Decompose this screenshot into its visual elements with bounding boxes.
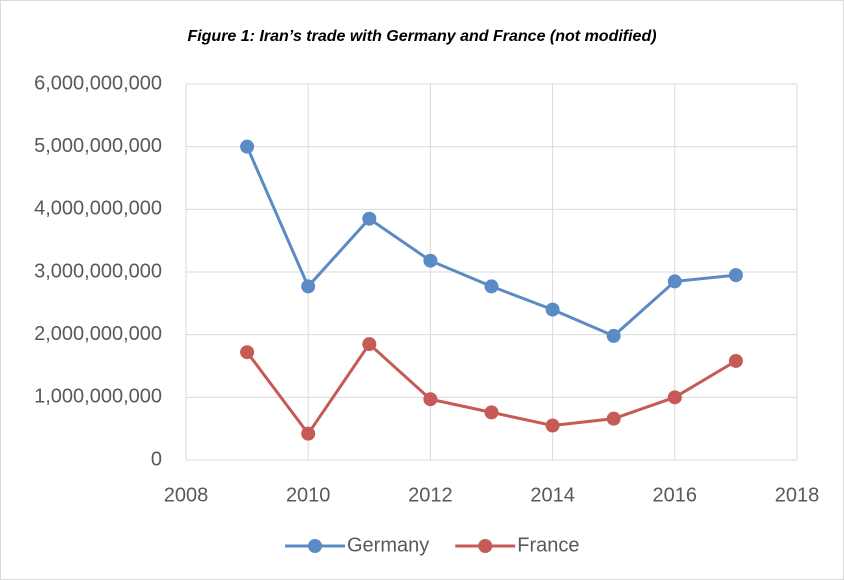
x-tick-label: 2018 <box>775 484 820 506</box>
y-tick-label: 2,000,000,000 <box>34 323 162 345</box>
data-point <box>485 405 499 419</box>
data-point <box>546 419 560 433</box>
data-point <box>607 329 621 343</box>
x-tick-label: 2010 <box>286 484 331 506</box>
y-tick-label: 6,000,000,000 <box>34 72 162 94</box>
data-point <box>423 254 437 268</box>
chart: Figure 1: Iran’s trade with Germany and … <box>0 0 844 580</box>
y-tick-label: 0 <box>151 448 162 470</box>
data-point <box>668 274 682 288</box>
data-point <box>607 412 621 426</box>
data-point <box>240 345 254 359</box>
page: Figure 1: Iran’s trade with Germany and … <box>0 0 844 580</box>
x-tick-label: 2014 <box>530 484 575 506</box>
legend-label: France <box>517 534 579 556</box>
legend-label: Germany <box>347 534 429 556</box>
data-point <box>668 390 682 404</box>
x-tick-label: 2012 <box>408 484 453 506</box>
data-point <box>546 303 560 317</box>
chart-title: Figure 1: Iran’s trade with Germany and … <box>187 28 656 45</box>
y-tick-label: 1,000,000,000 <box>34 386 162 408</box>
y-tick-label: 4,000,000,000 <box>34 198 162 220</box>
x-tick-label: 2016 <box>653 484 698 506</box>
data-point <box>301 427 315 441</box>
legend-marker <box>308 539 322 553</box>
data-point <box>301 279 315 293</box>
data-point <box>485 279 499 293</box>
data-point <box>729 268 743 282</box>
data-point <box>729 354 743 368</box>
data-point <box>362 212 376 226</box>
y-tick-label: 5,000,000,000 <box>34 135 162 157</box>
legend-marker <box>478 539 492 553</box>
data-point <box>362 337 376 351</box>
y-tick-label: 3,000,000,000 <box>34 260 162 282</box>
x-tick-label: 2008 <box>164 484 209 506</box>
data-point <box>240 140 254 154</box>
data-point <box>423 392 437 406</box>
